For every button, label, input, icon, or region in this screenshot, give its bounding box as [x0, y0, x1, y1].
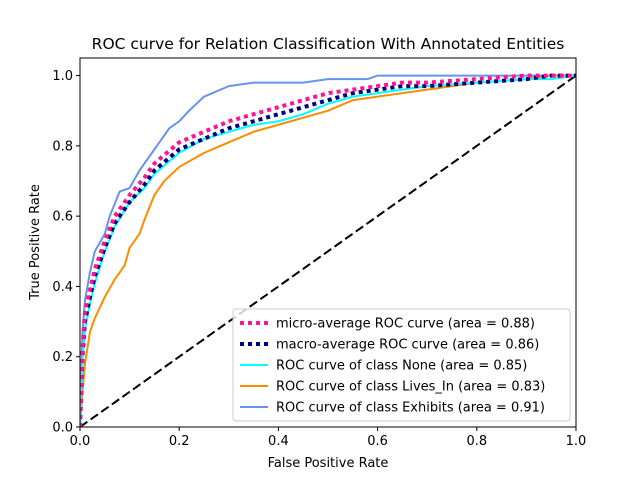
legend-entry: micro-average ROC curve (area = 0.88)	[276, 317, 535, 332]
series-line-4	[80, 74, 576, 427]
y-axis-label: True Positive Rate	[28, 184, 43, 301]
x-tick-label: 1.0	[566, 434, 587, 449]
x-tick-label: 0.2	[169, 434, 190, 449]
x-axis-label: False Positive Rate	[268, 456, 389, 471]
series-line-3	[80, 74, 576, 427]
x-tick-label: 0.6	[367, 434, 388, 449]
series-line-0	[80, 73, 576, 427]
legend-entry: ROC curve of class Exhibits (area = 0.91…	[276, 401, 545, 416]
chance-diagonal-line	[80, 74, 576, 427]
x-axis: 0.0 0.2 0.4 0.6 0.8 1.0	[70, 427, 587, 449]
y-tick-label: 0.8	[52, 139, 73, 154]
x-tick-label: 0.0	[70, 434, 91, 449]
x-tick-label: 0.8	[466, 434, 487, 449]
y-tick-label: 0.4	[52, 280, 73, 295]
legend: micro-average ROC curve (area = 0.88) mac…	[232, 308, 571, 422]
plot-frame	[79, 57, 577, 428]
y-tick-label: 0.6	[52, 210, 73, 225]
legend-box	[232, 308, 571, 422]
y-tick-label: 0.0	[52, 421, 73, 436]
series-layer	[80, 73, 576, 427]
y-axis: 0.0 0.2 0.4 0.6 0.8 1.0	[52, 69, 80, 436]
x-tick-label: 0.4	[268, 434, 289, 449]
legend-entry: macro-average ROC curve (area = 0.86)	[276, 338, 539, 353]
legend-entry: ROC curve of class None (area = 0.85)	[276, 359, 527, 374]
y-tick-label: 1.0	[52, 69, 73, 84]
chart-title: ROC curve for Relation Classification Wi…	[92, 35, 565, 53]
y-tick-label: 0.2	[52, 350, 73, 365]
legend-entry: ROC curve of class Lives_In (area = 0.83…	[276, 380, 545, 395]
